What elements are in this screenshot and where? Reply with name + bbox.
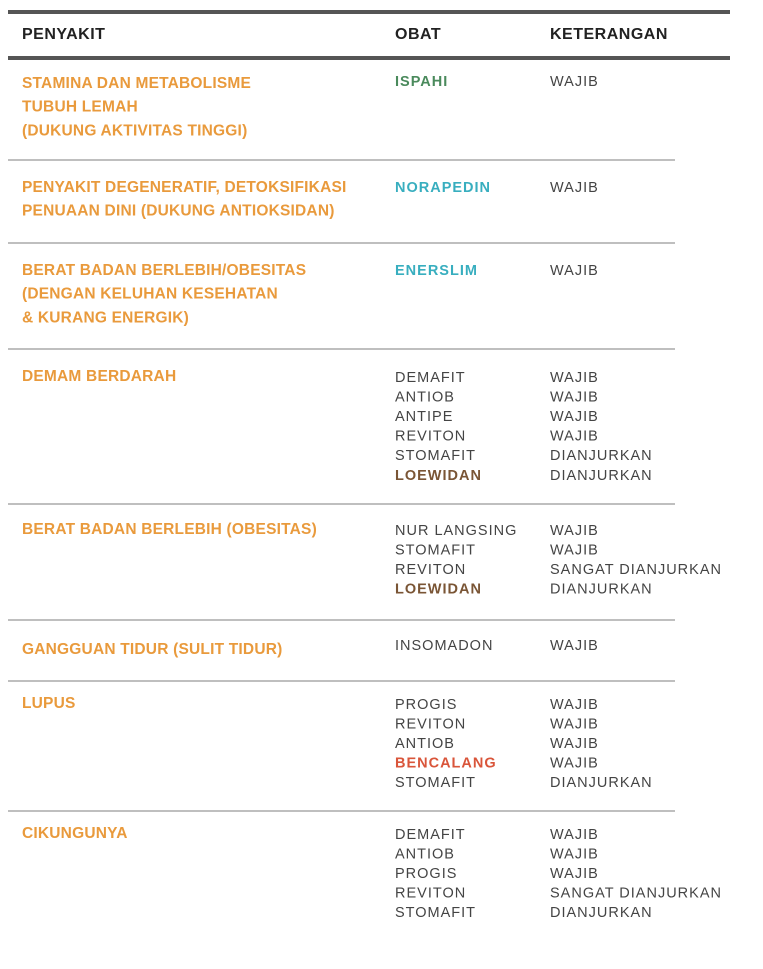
drug-name: STOMAFIT bbox=[395, 905, 476, 921]
drug-name: REVITON bbox=[395, 716, 466, 732]
drug-name: ANTIPE bbox=[395, 409, 453, 425]
disease-line: (DUKUNG AKTIVITAS TINGGI) bbox=[22, 122, 247, 139]
drug-note: WAJIB bbox=[550, 846, 599, 862]
drug-note: DIANJURKAN bbox=[550, 468, 653, 484]
drug-name: STOMAFIT bbox=[395, 448, 476, 464]
drug-name: INSOMADON bbox=[395, 638, 493, 654]
drug-name: PROGIS bbox=[395, 866, 457, 882]
header-cell: KETERANGAN bbox=[550, 26, 668, 43]
drug-name: BENCALANG bbox=[395, 756, 497, 772]
drug-note: DIANJURKAN bbox=[550, 582, 653, 598]
drug-note: WAJIB bbox=[550, 389, 599, 405]
drug-note: WAJIB bbox=[550, 180, 599, 196]
drug-name: ANTIOB bbox=[395, 846, 455, 862]
drug-note: WAJIB bbox=[550, 523, 599, 539]
drug-note: SANGAT DIANJURKAN bbox=[550, 886, 722, 902]
drug-name: REVITON bbox=[395, 429, 466, 445]
disease-line: BERAT BADAN BERLEBIH/OBESITAS bbox=[22, 262, 306, 279]
disease-line: & KURANG ENERGIK) bbox=[22, 309, 189, 326]
drug-name: NORAPEDIN bbox=[395, 180, 491, 196]
drug-name: LOEWIDAN bbox=[395, 468, 482, 484]
disease-line: DEMAM BERDARAH bbox=[22, 368, 176, 385]
drug-note: DIANJURKAN bbox=[550, 905, 653, 921]
drug-name: DEMAFIT bbox=[395, 827, 466, 843]
drug-name: LOEWIDAN bbox=[395, 582, 482, 598]
disease-line: TUBUH LEMAH bbox=[22, 99, 138, 116]
drug-name: PROGIS bbox=[395, 697, 457, 713]
drug-name: NUR LANGSING bbox=[395, 523, 517, 539]
disease-line: PENYAKIT DEGENERATIF, DETOKSIFIKASI bbox=[22, 179, 347, 196]
drug-note: WAJIB bbox=[550, 866, 599, 882]
drug-name: STOMAFIT bbox=[395, 775, 476, 791]
drug-name: ENERSLIM bbox=[395, 263, 478, 279]
drug-note: WAJIB bbox=[550, 827, 599, 843]
drug-note: WAJIB bbox=[550, 736, 599, 752]
drug-name: REVITON bbox=[395, 562, 466, 578]
drug-note: WAJIB bbox=[550, 409, 599, 425]
disease-line: GANGGUAN TIDUR (SULIT TIDUR) bbox=[22, 641, 282, 658]
disease-line: LUPUS bbox=[22, 695, 76, 712]
drug-note: WAJIB bbox=[550, 429, 599, 445]
drug-note: WAJIB bbox=[550, 542, 599, 558]
drug-name: ISPAHI bbox=[395, 74, 448, 90]
drug-note: SANGAT DIANJURKAN bbox=[550, 562, 722, 578]
drug-name: DEMAFIT bbox=[395, 370, 466, 386]
disease-line: (DENGAN KELUHAN KESEHATAN bbox=[22, 286, 278, 303]
drug-note: WAJIB bbox=[550, 756, 599, 772]
drug-name: STOMAFIT bbox=[395, 542, 476, 558]
drug-note: WAJIB bbox=[550, 74, 599, 90]
drug-note: WAJIB bbox=[550, 370, 599, 386]
drug-name: ANTIOB bbox=[395, 736, 455, 752]
drug-note: WAJIB bbox=[550, 638, 599, 654]
disease-line: PENUAAN DINI (DUKUNG ANTIOKSIDAN) bbox=[22, 203, 335, 220]
header-rule bbox=[8, 56, 730, 60]
top-rule bbox=[8, 10, 730, 14]
disease-line: BERAT BADAN BERLEBIH (OBESITAS) bbox=[22, 521, 317, 538]
drug-note: WAJIB bbox=[550, 697, 599, 713]
drug-note: DIANJURKAN bbox=[550, 775, 653, 791]
disease-line: CIKUNGUNYA bbox=[22, 825, 128, 842]
drug-name: ANTIOB bbox=[395, 389, 455, 405]
header-cell: PENYAKIT bbox=[22, 26, 105, 43]
drug-note: WAJIB bbox=[550, 263, 599, 279]
disease-line: STAMINA DAN METABOLISME bbox=[22, 75, 251, 92]
drug-name: REVITON bbox=[395, 886, 466, 902]
drug-note: WAJIB bbox=[550, 716, 599, 732]
drug-note: DIANJURKAN bbox=[550, 448, 653, 464]
header-cell: OBAT bbox=[395, 26, 441, 43]
